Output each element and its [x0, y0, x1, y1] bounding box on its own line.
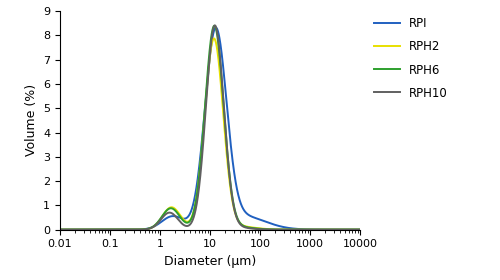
RPI: [351, 228, 357, 231]
X-axis label: Diameter (μm): Diameter (μm): [164, 255, 256, 268]
RPI: [185, 215, 191, 218]
RPH10: [91, 228, 97, 231]
Line: RPH6: RPH6: [60, 26, 360, 230]
RPI: [57, 228, 63, 231]
RPH10: [351, 228, 357, 231]
RPH6: [109, 228, 115, 231]
RPH2: [91, 228, 97, 231]
RPI: [319, 228, 325, 231]
Y-axis label: Volume (%): Volume (%): [24, 84, 38, 157]
RPH2: [172, 207, 178, 211]
RPH10: [172, 214, 178, 218]
RPH6: [91, 228, 97, 231]
RPH6: [357, 228, 363, 231]
RPH6: [172, 209, 178, 212]
RPH6: [351, 228, 357, 231]
Line: RPI: RPI: [60, 28, 360, 230]
RPH2: [351, 228, 357, 231]
RPH6: [185, 221, 191, 224]
RPH2: [319, 228, 325, 231]
RPH10: [357, 228, 363, 231]
RPI: [213, 26, 219, 29]
Line: RPH2: RPH2: [60, 38, 360, 230]
RPH10: [212, 24, 218, 27]
RPH2: [211, 37, 217, 40]
RPH10: [109, 228, 115, 231]
RPH2: [109, 228, 115, 231]
Legend: RPI, RPH2, RPH6, RPH10: RPI, RPH2, RPH6, RPH10: [369, 13, 452, 104]
RPH10: [57, 228, 63, 231]
RPH2: [357, 228, 363, 231]
RPH10: [185, 224, 191, 228]
RPH6: [319, 228, 325, 231]
RPH6: [212, 24, 218, 27]
RPI: [357, 228, 363, 231]
RPI: [91, 228, 97, 231]
RPH2: [185, 220, 191, 223]
Line: RPH10: RPH10: [60, 25, 360, 230]
RPH6: [57, 228, 63, 231]
RPI: [109, 228, 115, 231]
RPH10: [319, 228, 325, 231]
RPI: [172, 214, 178, 218]
RPH2: [57, 228, 63, 231]
